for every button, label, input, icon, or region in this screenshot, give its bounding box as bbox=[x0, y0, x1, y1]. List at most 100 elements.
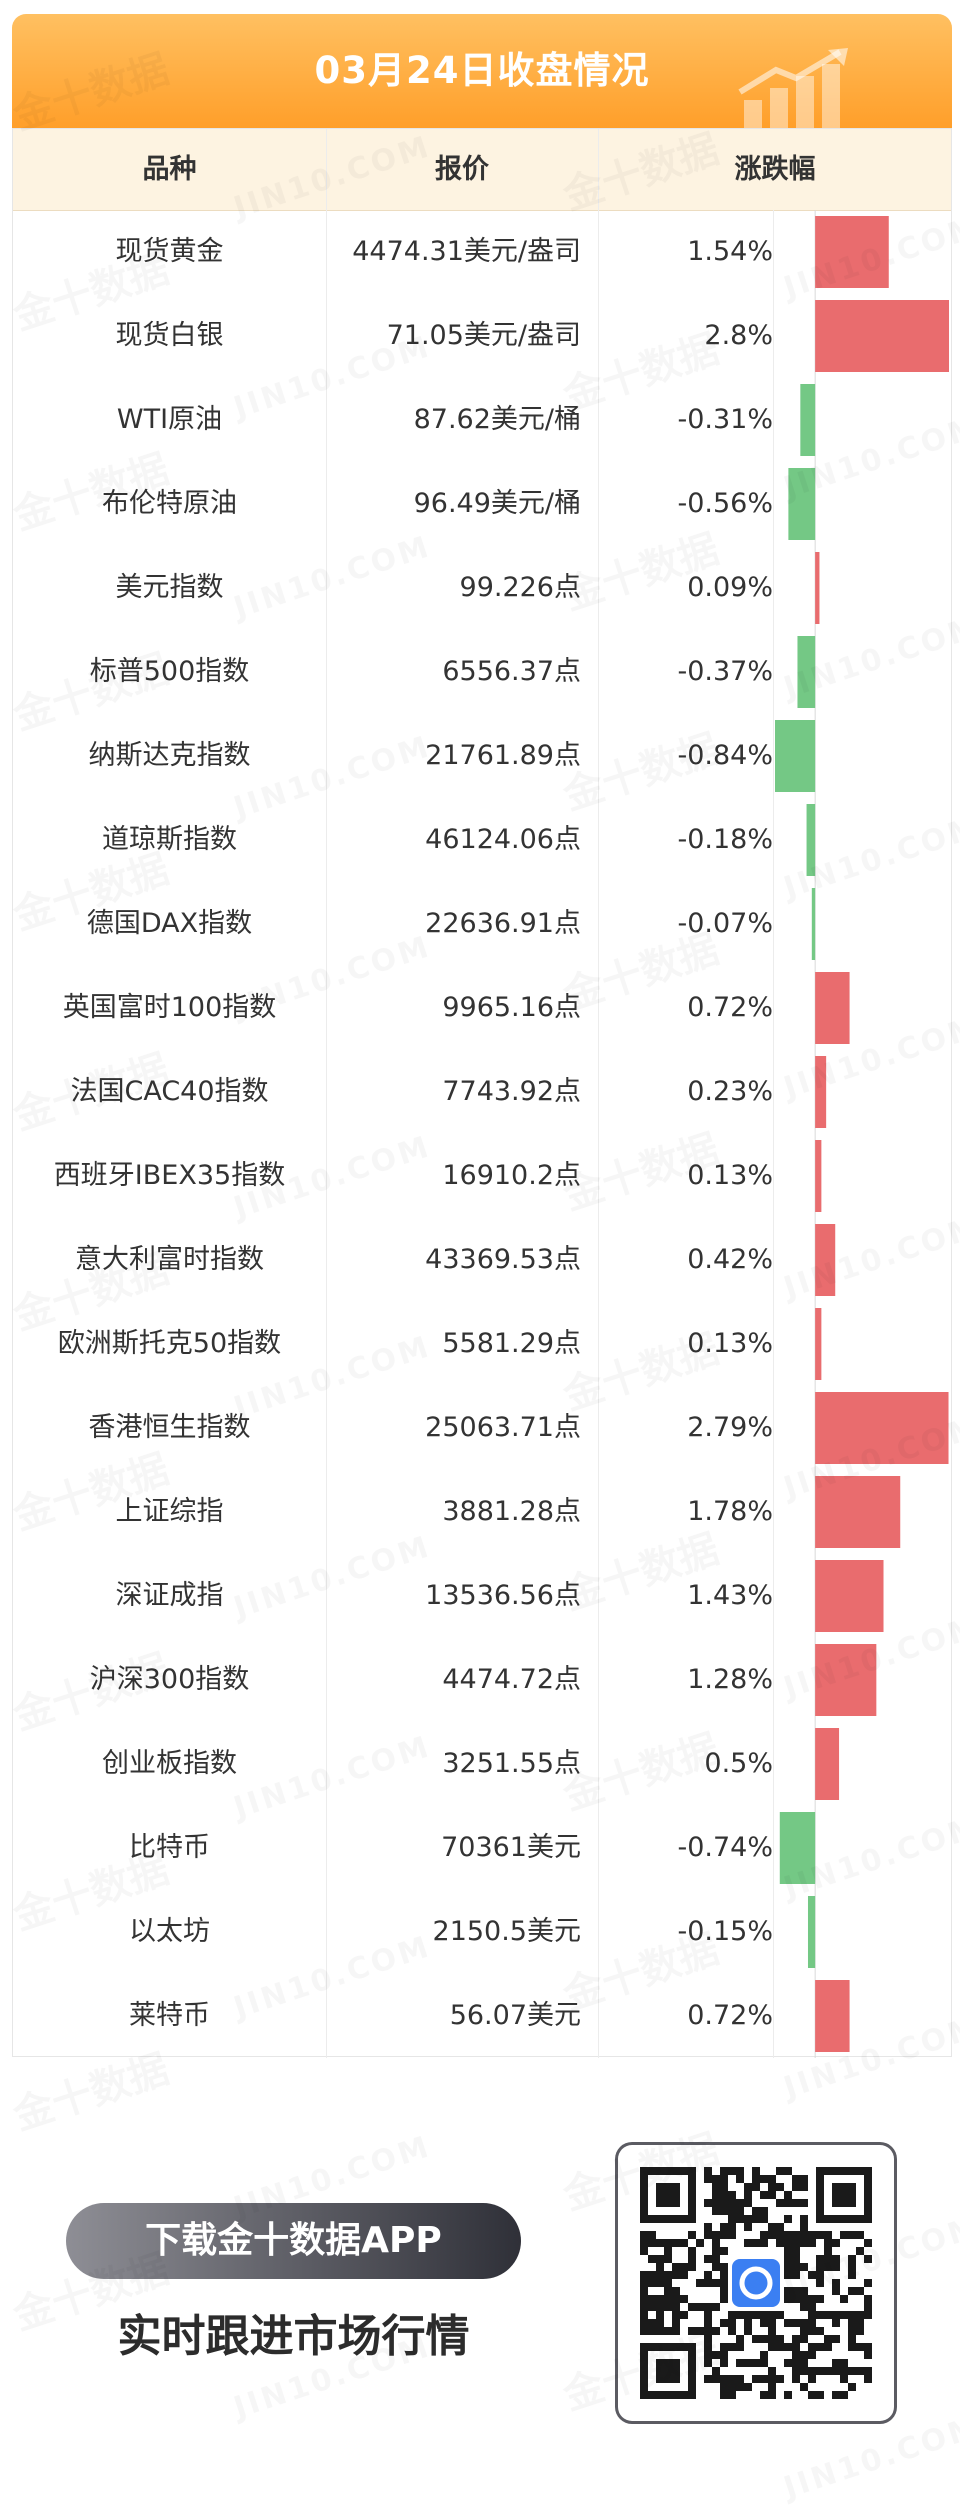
qr-module bbox=[816, 2271, 824, 2279]
qr-module bbox=[720, 2223, 728, 2231]
row-name: 德国DAX指数 bbox=[86, 908, 253, 939]
qr-module bbox=[800, 2319, 808, 2327]
qr-module bbox=[768, 2319, 776, 2327]
qr-module bbox=[752, 2215, 760, 2223]
qr-module bbox=[704, 2343, 712, 2351]
qr-module bbox=[808, 2303, 816, 2311]
qr-module bbox=[760, 2311, 768, 2319]
qr-module bbox=[776, 2223, 784, 2231]
qr-module bbox=[752, 2167, 760, 2175]
qr-module bbox=[848, 2255, 856, 2263]
qr-module bbox=[640, 2295, 648, 2303]
row-change: 0.23% bbox=[687, 1076, 773, 1107]
qr-module bbox=[784, 2271, 792, 2279]
change-bar bbox=[788, 468, 816, 540]
change-bar bbox=[811, 888, 816, 960]
row-change: -0.18% bbox=[677, 824, 773, 855]
qr-module bbox=[648, 2303, 656, 2311]
qr-module bbox=[760, 2375, 768, 2383]
qr-module bbox=[648, 2255, 656, 2263]
qr-module bbox=[832, 2391, 840, 2399]
qr-module bbox=[840, 2375, 848, 2383]
qr-module bbox=[712, 2239, 720, 2247]
change-bar bbox=[815, 1308, 822, 1380]
row-price: 56.07美元 bbox=[449, 2000, 581, 2031]
qr-module bbox=[712, 2191, 720, 2199]
qr-module bbox=[784, 2239, 792, 2247]
qr-module bbox=[744, 2359, 752, 2367]
qr-module bbox=[784, 2215, 792, 2223]
qr-module bbox=[848, 2311, 856, 2319]
qr-module bbox=[720, 2191, 728, 2199]
row-name: 上证综指 bbox=[115, 1496, 224, 1527]
qr-module bbox=[784, 2263, 792, 2271]
change-bar bbox=[815, 216, 889, 288]
qr-module bbox=[640, 2287, 648, 2295]
qr-module bbox=[800, 2367, 808, 2375]
qr-module bbox=[768, 2343, 776, 2351]
download-app-button[interactable]: 下载金十数据APP bbox=[66, 2203, 521, 2279]
row-price: 43369.53点 bbox=[425, 1244, 581, 1275]
qr-module bbox=[736, 2175, 744, 2183]
qr-module bbox=[752, 2359, 760, 2367]
row-change: -0.31% bbox=[677, 404, 773, 435]
qr-module bbox=[792, 2359, 800, 2367]
qr-module bbox=[720, 2167, 728, 2175]
qr-module bbox=[728, 2383, 736, 2391]
qr-module bbox=[704, 2351, 712, 2359]
column-divider bbox=[773, 210, 774, 2058]
qr-module bbox=[792, 2367, 800, 2375]
qr-module bbox=[808, 2375, 816, 2383]
qr-module bbox=[792, 2199, 800, 2207]
qr-module bbox=[800, 2351, 808, 2359]
row-change: 0.09% bbox=[687, 572, 773, 603]
qr-module bbox=[800, 2215, 808, 2223]
row-name: 英国富时100指数 bbox=[62, 992, 277, 1023]
qr-module bbox=[848, 2271, 856, 2279]
table-row: 比特币 70361美元 -0.74% bbox=[13, 1806, 951, 1890]
qr-module bbox=[648, 2319, 656, 2327]
qr-module bbox=[744, 2191, 752, 2199]
qr-module bbox=[760, 2335, 768, 2343]
qr-module bbox=[640, 2239, 648, 2247]
qr-module bbox=[680, 2263, 688, 2271]
qr-module bbox=[640, 2247, 648, 2255]
qr-module bbox=[744, 2223, 752, 2231]
row-price: 2150.5美元 bbox=[432, 1916, 581, 1947]
qr-module bbox=[736, 2335, 744, 2343]
qr-module bbox=[672, 2311, 680, 2319]
column-header-price: 报价 bbox=[435, 154, 489, 185]
qr-module bbox=[800, 2183, 808, 2191]
qr-module bbox=[656, 2279, 664, 2287]
qr-finder bbox=[656, 2359, 680, 2383]
row-price: 22636.91点 bbox=[425, 908, 581, 939]
qr-module bbox=[784, 2231, 792, 2239]
change-bar bbox=[815, 1644, 877, 1716]
change-bar bbox=[815, 300, 949, 372]
change-bar bbox=[806, 804, 816, 876]
qr-module bbox=[816, 2367, 824, 2375]
qr-module bbox=[640, 2327, 648, 2335]
row-name: 美元指数 bbox=[115, 572, 224, 603]
row-price: 25063.71点 bbox=[425, 1412, 581, 1443]
jin10-logo-icon bbox=[739, 2266, 773, 2300]
qr-module bbox=[816, 2263, 824, 2271]
qr-module bbox=[720, 2295, 728, 2303]
qr-module bbox=[704, 2279, 712, 2287]
qr-module bbox=[816, 2343, 824, 2351]
qr-module bbox=[856, 2247, 864, 2255]
column-divider bbox=[326, 129, 327, 2058]
qr-module bbox=[848, 2287, 856, 2295]
qr-module bbox=[656, 2239, 664, 2247]
row-change: -0.07% bbox=[677, 908, 773, 939]
qr-module bbox=[864, 2303, 872, 2311]
qr-module bbox=[720, 2231, 728, 2239]
qr-module bbox=[712, 2279, 720, 2287]
qr-module bbox=[800, 2327, 808, 2335]
qr-module bbox=[712, 2255, 720, 2263]
row-change: 0.42% bbox=[687, 1244, 773, 1275]
change-bar bbox=[815, 1476, 901, 1548]
table-row: 莱特币 56.07美元 0.72% bbox=[13, 1974, 951, 2058]
row-name: 现货黄金 bbox=[115, 236, 224, 267]
qr-module bbox=[720, 2287, 728, 2295]
